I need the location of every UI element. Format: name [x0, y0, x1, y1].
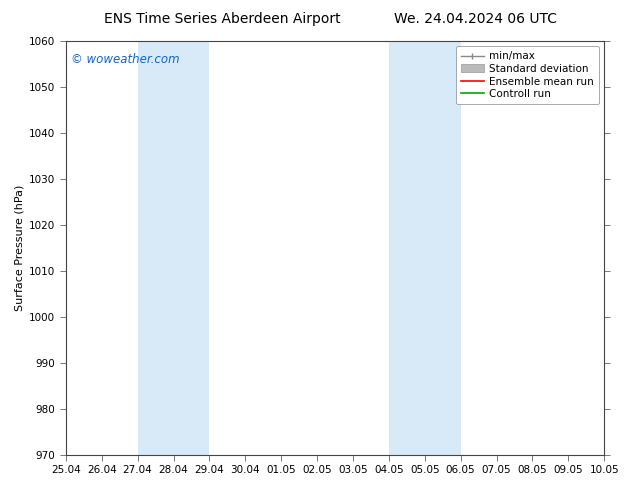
- Bar: [389, 41, 461, 455]
- Y-axis label: Surface Pressure (hPa): Surface Pressure (hPa): [15, 185, 25, 311]
- Text: We. 24.04.2024 06 UTC: We. 24.04.2024 06 UTC: [394, 12, 557, 26]
- Text: © woweather.com: © woweather.com: [71, 53, 180, 67]
- Legend: min/max, Standard deviation, Ensemble mean run, Controll run: min/max, Standard deviation, Ensemble me…: [456, 46, 599, 104]
- Bar: [138, 41, 209, 455]
- Text: ENS Time Series Aberdeen Airport: ENS Time Series Aberdeen Airport: [103, 12, 340, 26]
